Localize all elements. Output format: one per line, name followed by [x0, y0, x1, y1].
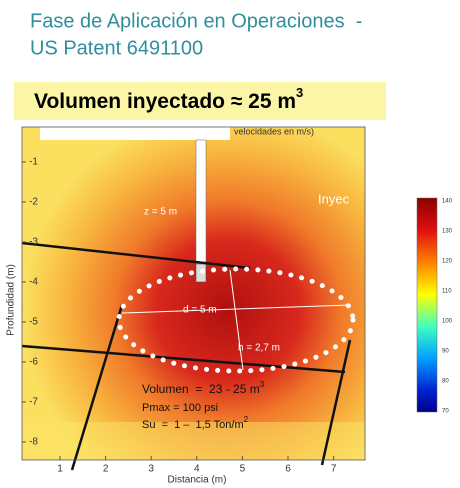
colorbar-tick-label: 140	[442, 199, 453, 205]
x-tick-label: 4	[194, 464, 200, 475]
x-tick-label: 6	[285, 464, 291, 475]
y-tick-label: -8	[29, 437, 38, 448]
y-tick-label: -3	[29, 237, 38, 248]
title-line: Fase de Aplicación en Operaciones -	[30, 10, 362, 32]
annotation-text: Su = 1 – 1,5 Ton/m	[142, 419, 244, 431]
y-tick-label: -4	[29, 277, 38, 288]
mask	[40, 127, 230, 140]
banner-sup: 3	[296, 85, 303, 100]
pipe	[196, 140, 206, 268]
overlay-text: Inyec	[318, 191, 350, 206]
colorbar	[417, 198, 437, 412]
title-line: US Patent 6491100	[30, 37, 203, 59]
slide: Fase de Aplicación en Operaciones - US P…	[0, 0, 460, 488]
colorbar-tick-label: 110	[442, 289, 452, 295]
annotation: Pmax = 100 psi	[142, 402, 218, 414]
colorbar-scale	[417, 198, 437, 412]
x-tick-label: 3	[148, 464, 154, 475]
banner-text: Volumen inyectado ≈ 25 m	[34, 90, 296, 113]
colorbar-tick-label: 120	[442, 259, 453, 265]
banner: Volumen inyectado ≈ 25 m3	[34, 85, 303, 112]
figure: velocidades en m/s) Inyec z = 5 m d = 5 …	[6, 126, 365, 485]
y-tick-label: -1	[29, 157, 38, 168]
colorbar-tick-label: 90	[442, 349, 449, 355]
annotation-sup: 2	[244, 415, 249, 424]
x-axis-label: Distancia (m)	[168, 475, 227, 486]
annotation: z = 5 m	[144, 207, 177, 218]
annotation: Volumen = 23 - 25 m3	[142, 380, 265, 396]
annotation-text: Volumen = 23 - 25 m	[142, 382, 260, 396]
x-tick-label: 1	[57, 464, 63, 475]
x-tick-label: 7	[331, 464, 337, 475]
x-tick-label: 2	[103, 464, 109, 475]
y-axis-label: Profundidad (m)	[6, 264, 17, 336]
y-tick-label: -7	[29, 397, 38, 408]
y-tick-label: -5	[29, 317, 38, 328]
colorbar-tick-label: 80	[442, 379, 449, 385]
title: Fase de Aplicación en Operaciones - US P…	[30, 10, 362, 59]
y-tick-label: -6	[29, 357, 38, 368]
annotation: d = 5 m	[183, 305, 217, 316]
colorbar-tick-label: 100	[442, 319, 453, 325]
colorbar-tick-label: 130	[442, 229, 453, 235]
annotation: h = 2,7 m	[238, 343, 280, 354]
caption: velocidades en m/s)	[234, 126, 314, 136]
y-tick-label: -2	[29, 197, 38, 208]
annotation-sup: 3	[260, 380, 265, 389]
x-tick-label: 5	[240, 464, 246, 475]
colorbar-tick-label: 70	[442, 409, 449, 415]
